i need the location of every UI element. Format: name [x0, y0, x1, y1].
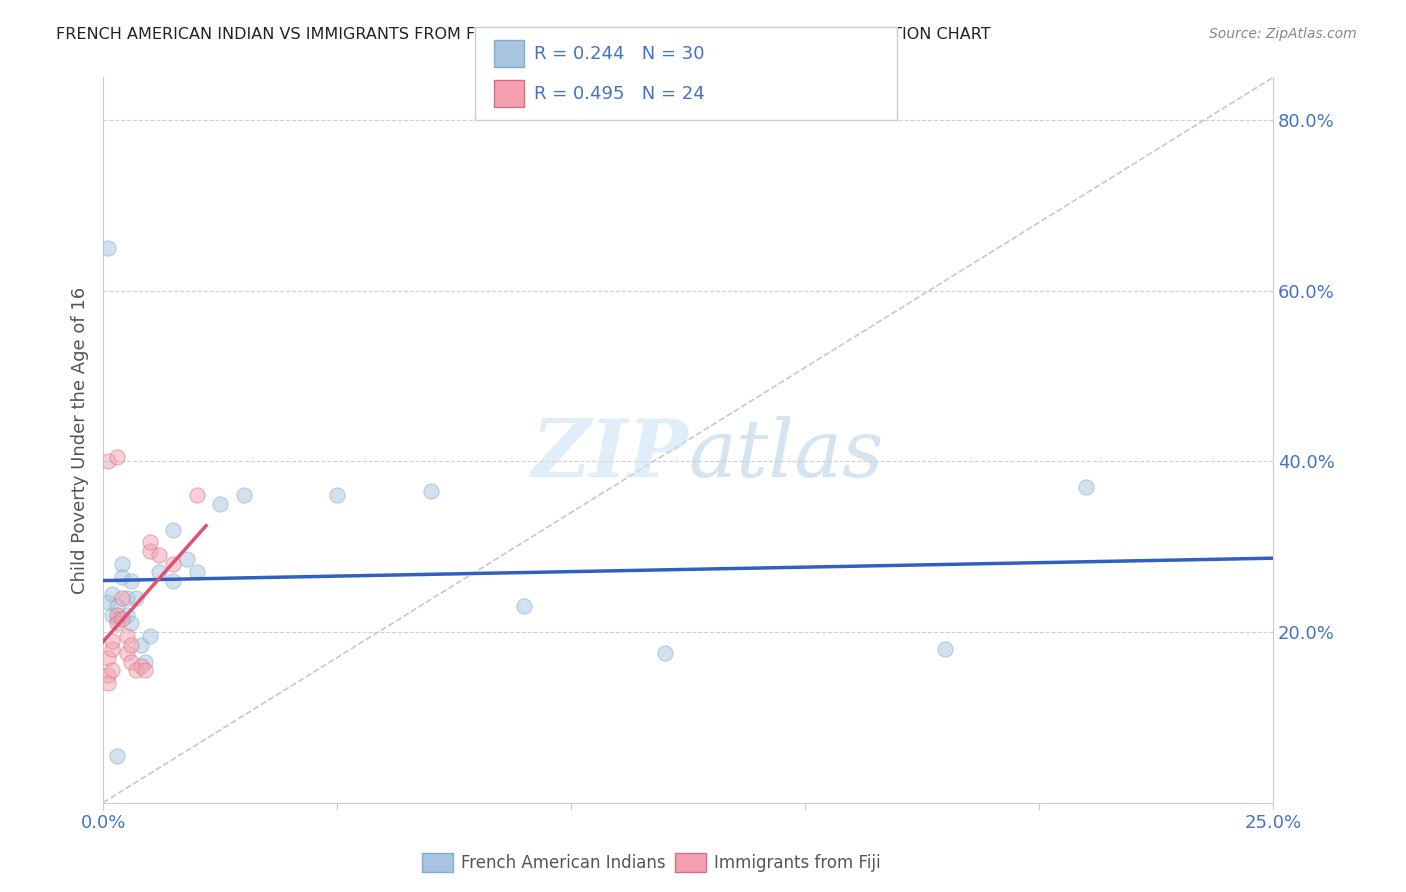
Point: [105, 607, 128, 622]
Point: [101, 607, 124, 622]
Point: [120, 655, 142, 669]
Point: [111, 612, 134, 626]
Text: atlas: atlas: [688, 416, 883, 493]
Point: [134, 664, 156, 678]
Point: [162, 523, 184, 537]
Point: [176, 552, 198, 566]
Point: [139, 535, 162, 549]
Point: [139, 629, 162, 643]
Point: [125, 591, 148, 605]
Point: [111, 569, 134, 583]
Point: [654, 646, 676, 660]
Point: [120, 616, 142, 631]
Point: [148, 548, 170, 562]
Point: [129, 659, 152, 673]
Point: [105, 599, 128, 614]
Point: [162, 557, 184, 571]
Point: [129, 638, 152, 652]
Y-axis label: Child Poverty Under the Age of 16: Child Poverty Under the Age of 16: [72, 286, 89, 593]
Point: [115, 646, 138, 660]
Text: Immigrants from Fiji: Immigrants from Fiji: [714, 854, 882, 871]
Point: [97, 650, 120, 665]
Point: [125, 664, 148, 678]
Point: [97, 667, 120, 681]
Point: [120, 638, 142, 652]
Point: [97, 241, 120, 255]
Point: [120, 574, 142, 588]
Point: [105, 612, 128, 626]
Point: [105, 748, 128, 763]
Point: [97, 595, 120, 609]
Text: ZIP: ZIP: [531, 416, 688, 493]
Point: [934, 642, 956, 657]
Point: [419, 484, 441, 499]
Text: Source: ZipAtlas.com: Source: ZipAtlas.com: [1209, 27, 1357, 41]
Point: [105, 616, 128, 631]
Point: [513, 599, 536, 614]
Point: [139, 544, 162, 558]
Point: [134, 655, 156, 669]
Point: [105, 450, 128, 464]
Point: [162, 574, 184, 588]
Point: [111, 591, 134, 605]
Point: [148, 566, 170, 580]
Text: French American Indians: French American Indians: [461, 854, 666, 871]
Point: [209, 497, 232, 511]
Point: [97, 676, 120, 690]
Text: R = 0.495   N = 24: R = 0.495 N = 24: [534, 85, 704, 103]
Point: [186, 488, 208, 502]
Point: [115, 607, 138, 622]
Point: [97, 454, 120, 468]
Point: [1074, 480, 1097, 494]
Point: [186, 566, 208, 580]
Point: [115, 629, 138, 643]
Point: [115, 591, 138, 605]
Point: [111, 557, 134, 571]
Point: [101, 633, 124, 648]
Point: [326, 488, 349, 502]
Point: [232, 488, 254, 502]
Point: [101, 642, 124, 657]
Text: R = 0.244   N = 30: R = 0.244 N = 30: [534, 45, 704, 62]
Text: FRENCH AMERICAN INDIAN VS IMMIGRANTS FROM FIJI CHILD POVERTY UNDER THE AGE OF 16: FRENCH AMERICAN INDIAN VS IMMIGRANTS FRO…: [56, 27, 991, 42]
Point: [101, 664, 124, 678]
Point: [101, 586, 124, 600]
